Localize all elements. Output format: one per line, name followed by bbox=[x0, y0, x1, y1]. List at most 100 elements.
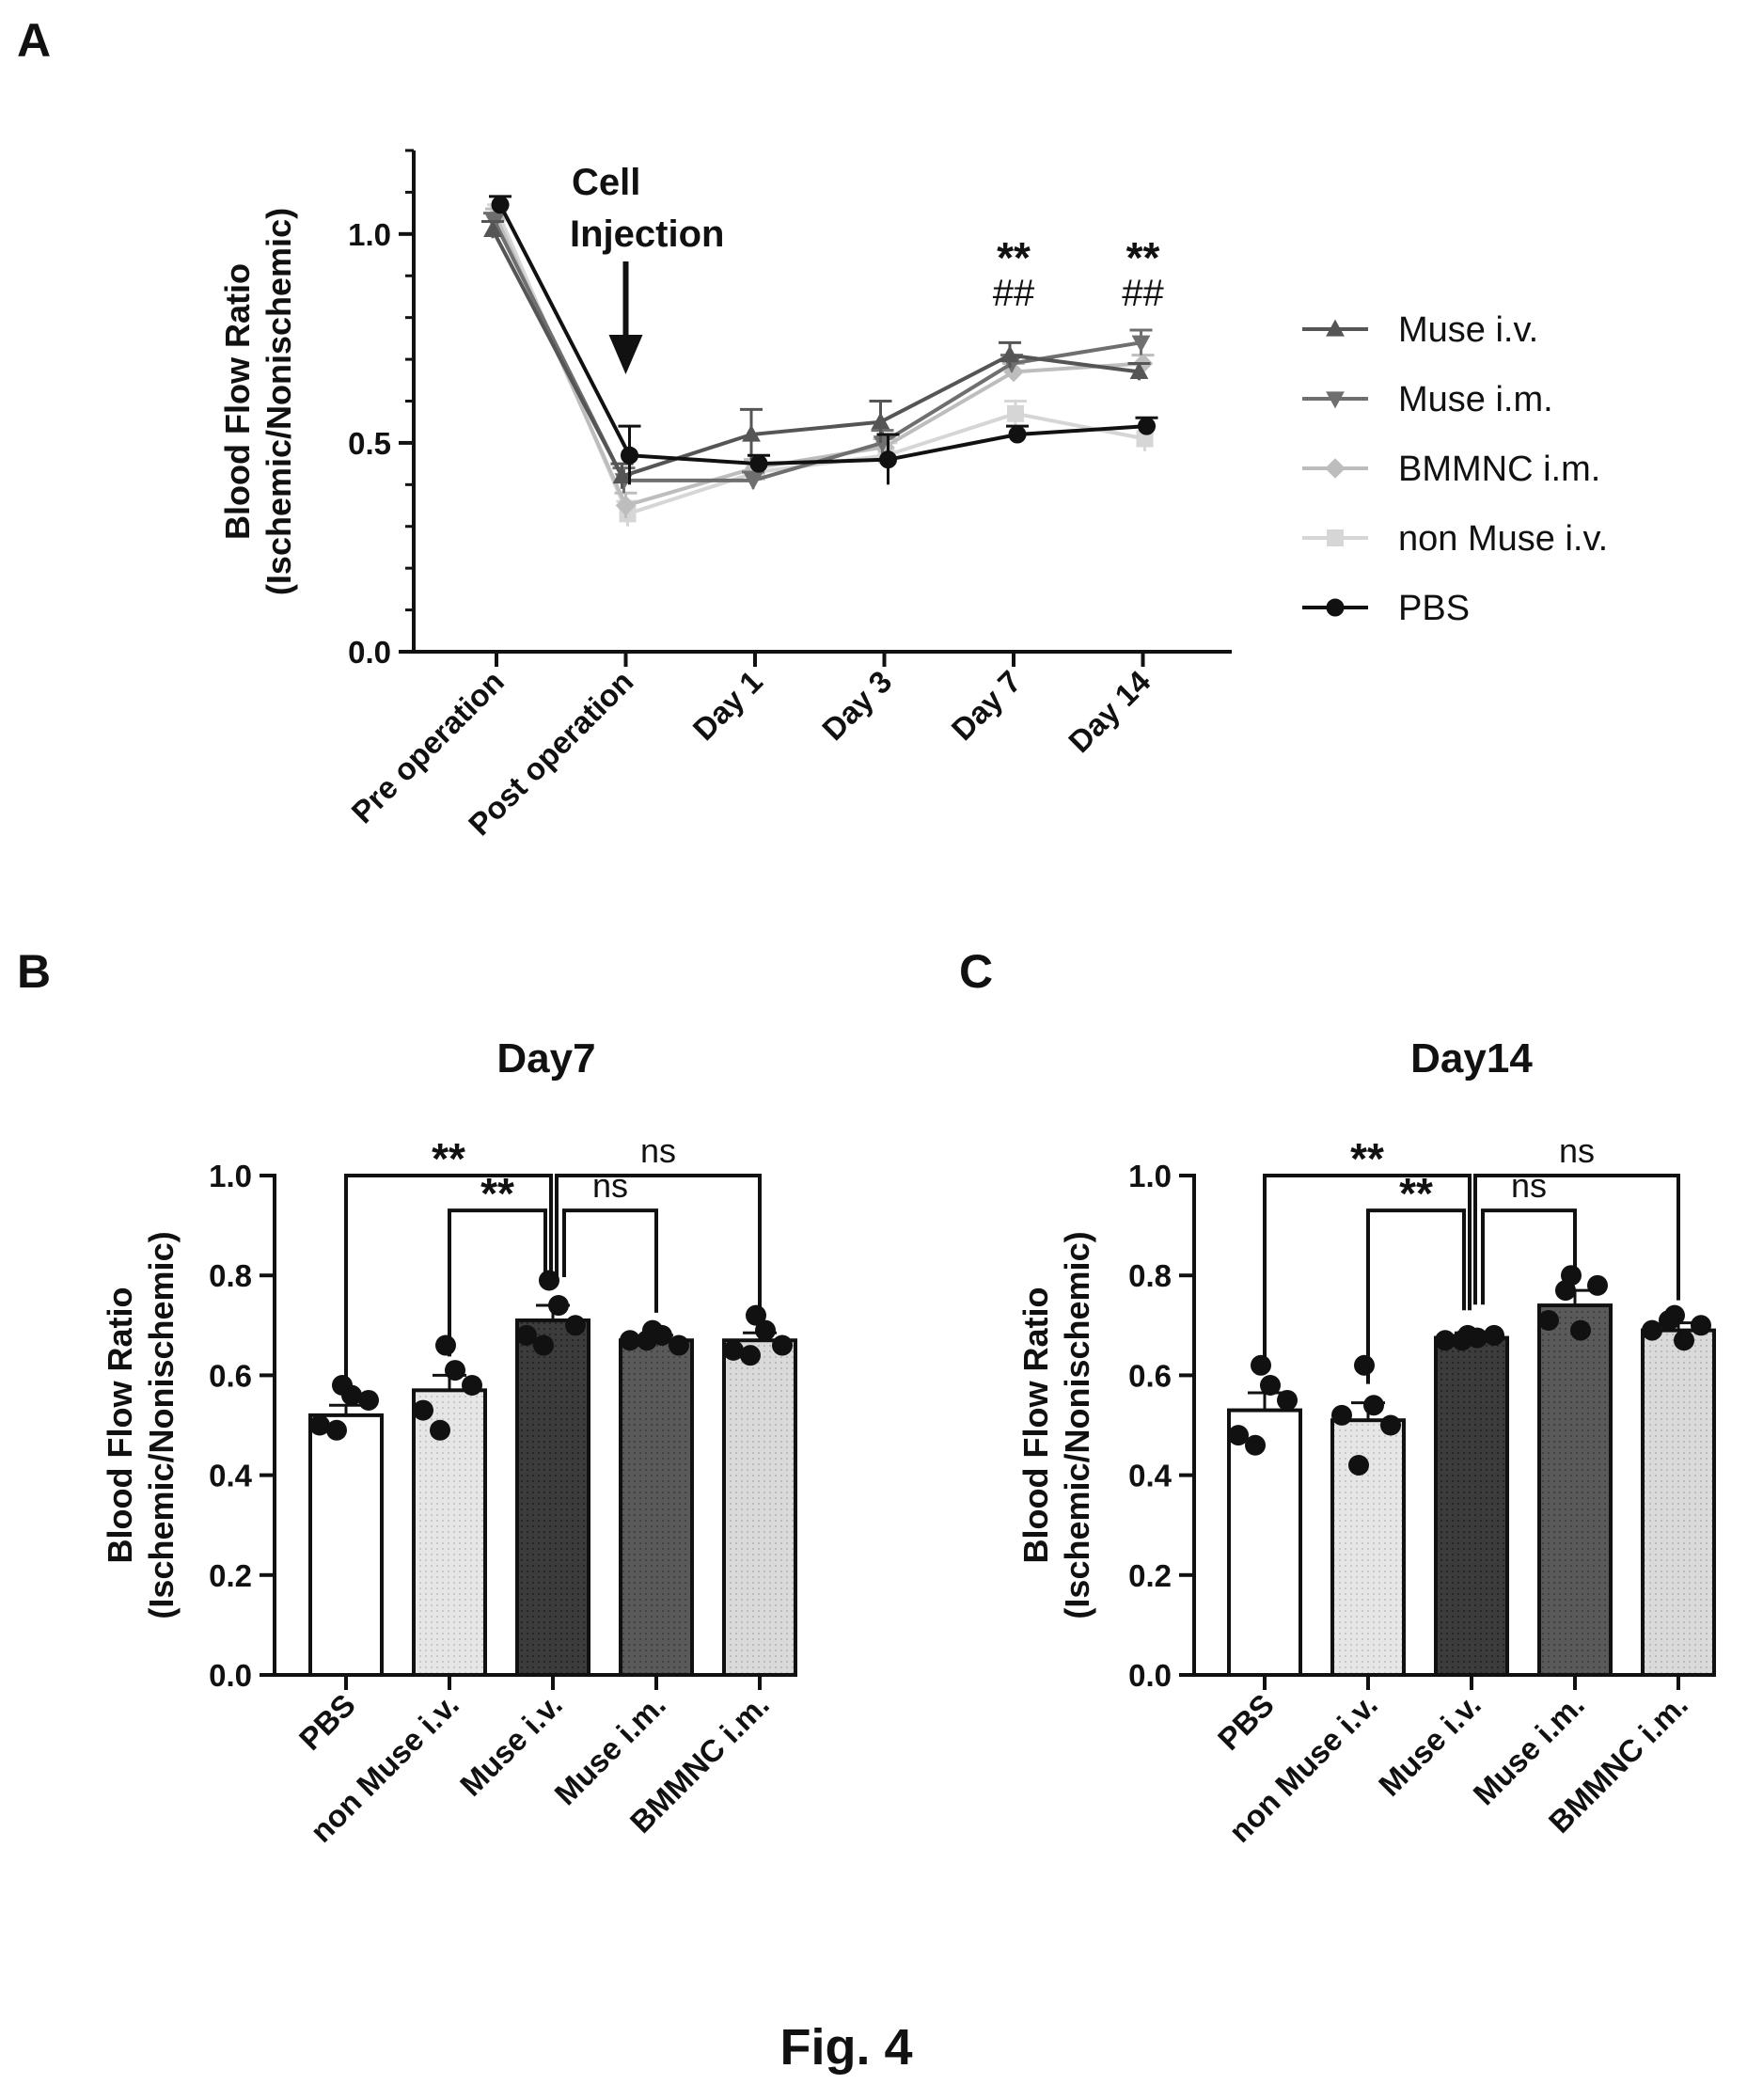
panel-c-y-tick-label: 0.2 bbox=[1128, 1558, 1172, 1593]
panel-b-x-tick-label-pbs: PBS bbox=[292, 1687, 362, 1757]
panel-b-comparison-bracket bbox=[344, 1174, 553, 1387]
figure-caption: Fig. 4 bbox=[779, 2019, 912, 2076]
panel-b-data-point-bmmnc-i-m bbox=[723, 1339, 744, 1361]
panel-b-comparison-bracket bbox=[448, 1208, 547, 1357]
legend-label-bmmnc-i-m: BMMNC i.m. bbox=[1398, 450, 1600, 489]
panel-b-data-point-muse-i-m bbox=[620, 1330, 640, 1351]
panel-b-data-point-muse-i-v bbox=[565, 1315, 586, 1336]
panel-b-y-tick-label: 0.4 bbox=[209, 1459, 253, 1493]
point-muse-i-v bbox=[1000, 345, 1019, 363]
point-pbs bbox=[879, 450, 897, 469]
point-muse-i-m bbox=[744, 473, 763, 491]
panel-c-comparison-label: ns bbox=[1559, 1131, 1595, 1170]
panel-b-comparison-bracket bbox=[562, 1208, 658, 1313]
legend-label-pbs: PBS bbox=[1398, 589, 1470, 628]
panel-a-y-axis-label-line: Blood Flow Ratio bbox=[218, 263, 257, 540]
panel-c-title: Day14 bbox=[1410, 1035, 1533, 1082]
panel-b-data-point-non-muse-i-v bbox=[445, 1360, 465, 1382]
panel-b-data-point-pbs bbox=[341, 1384, 362, 1406]
panel-b-y-tick-label: 0.8 bbox=[209, 1258, 252, 1293]
panel-b-y-tick-label: 0.2 bbox=[209, 1558, 252, 1593]
legend-marker-pbs bbox=[1326, 598, 1345, 617]
panel-b-y-axis-label-line: Blood Flow Ratio bbox=[101, 1287, 139, 1564]
panel-letter-a: A bbox=[17, 14, 51, 67]
panel-c-data-point-muse-i-m bbox=[1538, 1309, 1559, 1331]
panel-c-data-point-pbs bbox=[1228, 1425, 1249, 1446]
panel-c-bar-pbs bbox=[1227, 1408, 1302, 1677]
panel-c-data-point-non-muse-i-v bbox=[1363, 1395, 1384, 1416]
panel-b-data-point-non-muse-i-v bbox=[462, 1375, 482, 1397]
panel-c-data-point-pbs bbox=[1260, 1375, 1281, 1397]
panel-b-comparison-label: ** bbox=[432, 1134, 465, 1183]
panel-c-data-point-pbs bbox=[1245, 1434, 1266, 1456]
panel-c-data-point-muse-i-m bbox=[1587, 1274, 1608, 1296]
annotation-cell-injection-line-2: Injection bbox=[570, 213, 724, 255]
panel-b-y-axis-label-line: (Ischemic/Nonischemic) bbox=[142, 1231, 181, 1618]
panel-c-bar-muse-i-m bbox=[1537, 1303, 1613, 1678]
point-muse-i-v bbox=[483, 220, 502, 238]
legend-label-muse-i-v: Muse i.v. bbox=[1398, 310, 1538, 350]
panel-b-data-point-muse-i-m bbox=[637, 1330, 657, 1351]
panel-b-comparison-bracket bbox=[555, 1174, 762, 1311]
panel-a-y-axis-label-line: (Ischemic/Nonischemic) bbox=[260, 208, 298, 595]
panel-c-y-tick-label: 1.0 bbox=[1128, 1159, 1172, 1193]
panel-b-y-tick-label: 0.0 bbox=[209, 1658, 252, 1693]
panel-c-x-tick-label-pbs: PBS bbox=[1211, 1687, 1281, 1757]
panel-b-comparison-label: ns bbox=[592, 1166, 628, 1205]
panel-b-bar-muse-i-m bbox=[619, 1338, 694, 1677]
panel-b-comparison-label: ns bbox=[640, 1131, 676, 1170]
panel-c-y-tick-label: 0.4 bbox=[1128, 1459, 1173, 1493]
panel-a-y-tick-label: 1.0 bbox=[348, 217, 391, 252]
panel-b-bar-bmmnc-i-m bbox=[722, 1338, 797, 1677]
series-line-non-muse-i-v bbox=[496, 212, 1145, 516]
panel-b-comparison-label: ** bbox=[480, 1169, 514, 1218]
panel-a-x-tick-label-day-1: Day 1 bbox=[686, 664, 769, 747]
panel-b-data-point-bmmnc-i-m bbox=[772, 1334, 793, 1356]
legend-marker-muse-i-v bbox=[1326, 319, 1345, 337]
injection-arrow-head bbox=[608, 335, 643, 374]
panel-a-x-tick-label-day-3: Day 3 bbox=[815, 664, 898, 747]
panel-c-data-point-non-muse-i-v bbox=[1348, 1454, 1369, 1476]
legend-label-non-muse-i-v: non Muse i.v. bbox=[1398, 519, 1608, 559]
legend-label-muse-i-m: Muse i.m. bbox=[1398, 380, 1553, 419]
panel-c-data-point-bmmnc-i-m bbox=[1659, 1309, 1679, 1331]
panel-b-data-point-pbs bbox=[358, 1389, 379, 1411]
panel-c-data-point-bmmnc-i-m bbox=[1674, 1330, 1694, 1351]
panel-c-y-tick-label: 0.8 bbox=[1128, 1258, 1172, 1293]
point-pbs bbox=[1008, 425, 1027, 444]
point-pbs bbox=[1138, 417, 1156, 435]
panel-c-bar-muse-i-v bbox=[1434, 1335, 1509, 1677]
panel-b-y-axis-label: Blood Flow Ratio(Ischemic/Nonischemic) bbox=[101, 1231, 181, 1618]
panel-c-comparison-bracket bbox=[1263, 1174, 1472, 1374]
point-bmmnc-i-m bbox=[615, 495, 637, 516]
panel-c-bar-chart: Day14 0.0 0.2 0.4 0.6 0.8 1.0 Blood Flow Ratio(… bbox=[1016, 1035, 1716, 1849]
panel-b-data-point-pbs bbox=[309, 1414, 330, 1436]
significance-hash-day-7: ## bbox=[993, 273, 1035, 314]
panel-a-y-tick-label: 0.0 bbox=[348, 635, 391, 670]
panel-c-data-point-bmmnc-i-m bbox=[1691, 1315, 1711, 1336]
panel-a-x-tick-label-day-7: Day 7 bbox=[945, 664, 1028, 747]
panel-b-title: Day7 bbox=[496, 1035, 595, 1082]
panel-c-y-axis-label-line: (Ischemic/Nonischemic) bbox=[1058, 1231, 1096, 1618]
legend-marker-muse-i-m bbox=[1326, 391, 1345, 409]
panel-c-data-point-muse-i-v bbox=[1435, 1330, 1456, 1351]
annotation-cell-injection-line-1: Cell bbox=[572, 162, 640, 203]
panel-a-y-axis-label: Blood Flow Ratio(Ischemic/Nonischemic) bbox=[218, 208, 298, 595]
panel-b-data-point-non-muse-i-v bbox=[413, 1399, 433, 1421]
panel-b-bar-pbs bbox=[308, 1413, 384, 1677]
point-non-muse-i-v bbox=[1007, 404, 1024, 422]
panel-b-data-point-muse-i-v bbox=[533, 1334, 554, 1356]
legend-marker-non-muse-i-v bbox=[1327, 529, 1344, 546]
panel-b-data-point-muse-i-m bbox=[669, 1334, 689, 1356]
point-muse-i-v bbox=[1129, 362, 1149, 380]
panel-c-data-point-pbs bbox=[1251, 1354, 1271, 1376]
panel-c-data-point-pbs bbox=[1277, 1389, 1298, 1411]
panel-b-data-point-muse-i-v bbox=[516, 1324, 537, 1346]
panel-c-data-point-muse-i-m bbox=[1570, 1319, 1591, 1341]
panel-c-comparison-label: ** bbox=[1350, 1134, 1384, 1183]
legend-marker-bmmnc-i-m bbox=[1325, 458, 1346, 479]
panel-letter-b: B bbox=[17, 945, 51, 998]
panel-b-data-point-non-muse-i-v bbox=[430, 1419, 450, 1441]
